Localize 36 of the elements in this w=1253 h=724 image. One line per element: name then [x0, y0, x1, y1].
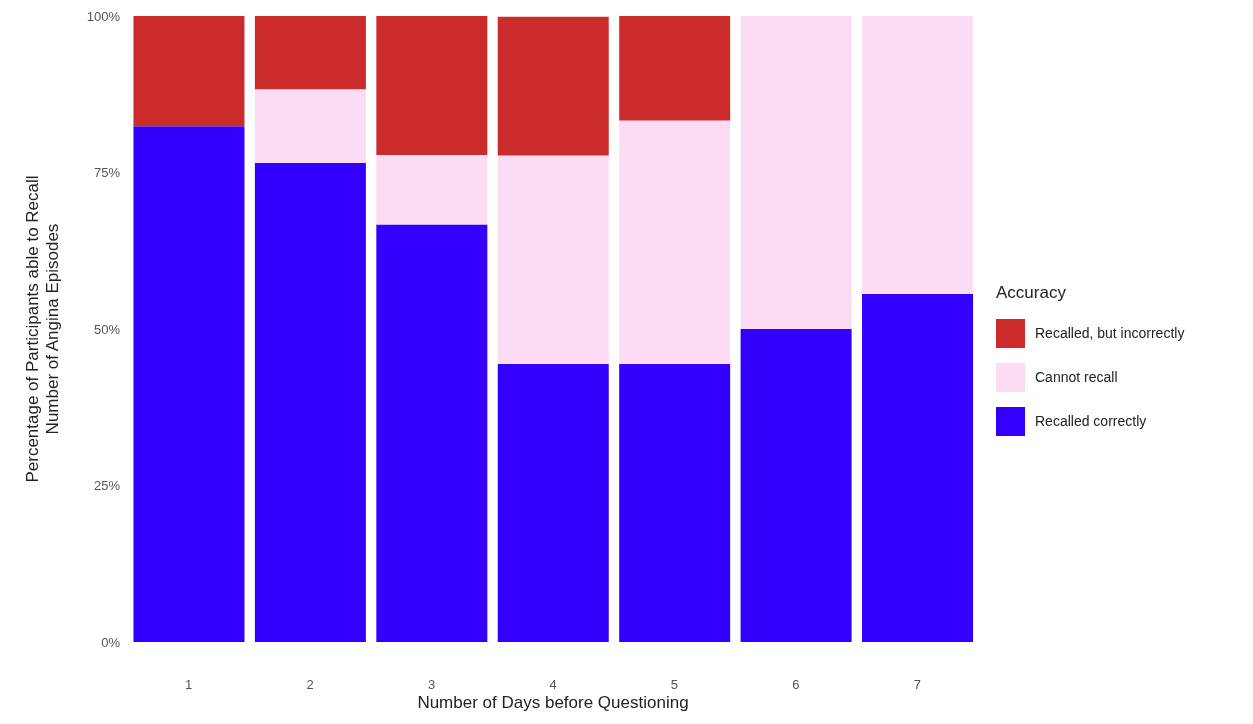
x-tick-label: 5 — [670, 677, 679, 693]
y-tick-label: 0% — [101, 634, 121, 650]
legend-label: Recalled, but incorrectly — [1035, 325, 1185, 341]
legend-title: Accuracy — [996, 283, 1067, 303]
bar — [254, 89, 366, 164]
bar — [497, 16, 609, 156]
bar — [133, 126, 245, 642]
bar — [619, 120, 731, 365]
bar — [254, 163, 366, 642]
bar — [619, 364, 731, 642]
bar — [740, 16, 852, 329]
y-tick-label: 25% — [93, 478, 121, 494]
bar — [619, 16, 731, 121]
bar — [497, 364, 609, 642]
x-tick-label: 7 — [913, 677, 921, 693]
x-tick-label: 3 — [427, 677, 436, 693]
bar — [376, 16, 488, 155]
x-tick-label: 2 — [306, 677, 314, 693]
x-tick-label: 4 — [549, 677, 557, 693]
bar — [862, 293, 974, 642]
x-axis-title: Number of Days before Questioning — [417, 693, 689, 712]
bar — [376, 154, 488, 225]
y-tick-label: 100% — [86, 8, 121, 24]
bar — [497, 155, 609, 365]
y-tick-label: 75% — [93, 165, 121, 181]
legend-label: Recalled correctly — [1035, 413, 1147, 429]
y-axis-title: Percentage of Participants able to Recall Number of Angina Episodes — [23, 175, 62, 483]
x-tick-label: 1 — [185, 677, 193, 693]
bar — [376, 224, 488, 642]
bar — [133, 16, 245, 127]
legend-label: Cannot recall — [1035, 369, 1118, 385]
bar — [254, 16, 366, 90]
bar — [740, 329, 852, 642]
y-tick-label: 50% — [93, 321, 121, 337]
x-tick-label: 6 — [792, 677, 800, 693]
bar — [862, 16, 974, 294]
